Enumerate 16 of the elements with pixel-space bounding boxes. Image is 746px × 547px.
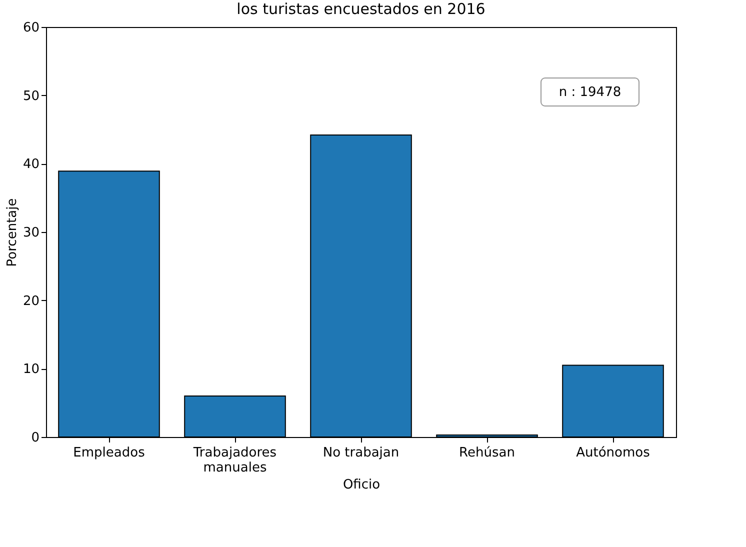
x-tick-label: No trabajan: [322, 446, 400, 460]
y-tick-label: 20: [22, 294, 40, 309]
x-tick-label: Autónomos: [576, 446, 650, 460]
y-tick-label: 40: [22, 157, 40, 172]
y-tick-label: 10: [22, 362, 40, 378]
y-tick-label: 30: [22, 226, 40, 240]
x-axis-title: Oficio: [342, 478, 380, 492]
x-tick-label: Empleados: [73, 446, 146, 460]
x-tick-label: Rehúsan: [459, 446, 515, 460]
x-tick-label: Trabajadores manuales: [192, 446, 277, 476]
y-axis-title: Porcentaje: [4, 198, 20, 267]
chart-title: los turistas encuestados en 2016: [236, 0, 486, 18]
y-tick-label: 50: [22, 88, 40, 104]
y-tick-label: 0: [31, 430, 40, 446]
annotation: n : 19478: [558, 85, 622, 100]
y-tick-label: 60: [22, 20, 40, 36]
